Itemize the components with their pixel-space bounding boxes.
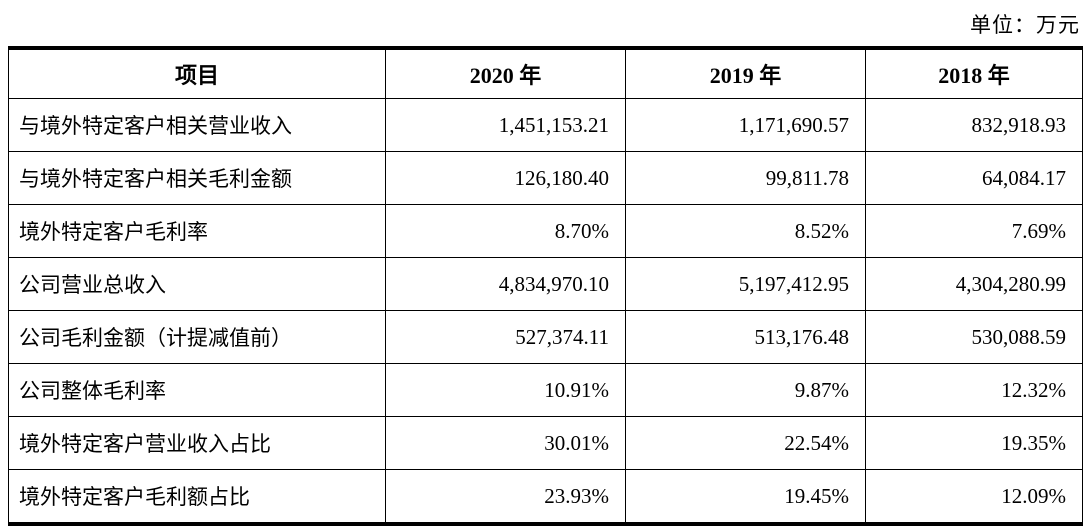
value-2019: 9.87%	[625, 363, 866, 417]
value-2019: 1,171,690.57	[625, 98, 866, 152]
value-2019: 8.52%	[625, 204, 866, 258]
value-2019: 22.54%	[625, 416, 866, 470]
row-label: 公司营业总收入	[8, 257, 386, 311]
value-2019: 19.45%	[625, 469, 866, 525]
unit-label: 单位：万元	[970, 13, 1080, 37]
value-2018: 64,084.17	[865, 151, 1083, 205]
row-label: 与境外特定客户相关营业收入	[8, 98, 386, 152]
header-cell-year-2020: 2020 年	[385, 47, 626, 99]
value-2018: 832,918.93	[865, 98, 1083, 152]
table-row: 公司毛利金额（计提减值前） 527,374.11 513,176.48 530,…	[8, 310, 1083, 364]
value-2018: 19.35%	[865, 416, 1083, 470]
header-cell-year-2018: 2018 年	[865, 47, 1083, 99]
table-row: 公司营业总收入 4,834,970.10 5,197,412.95 4,304,…	[8, 257, 1083, 311]
row-label: 境外特定客户毛利率	[8, 204, 386, 258]
table-row: 公司整体毛利率 10.91% 9.87% 12.32%	[8, 363, 1083, 417]
value-2020: 126,180.40	[385, 151, 626, 205]
row-label: 与境外特定客户相关毛利金额	[8, 151, 386, 205]
value-2019: 513,176.48	[625, 310, 866, 364]
table-row: 与境外特定客户相关营业收入 1,451,153.21 1,171,690.57 …	[8, 98, 1083, 152]
row-label: 公司毛利金额（计提减值前）	[8, 310, 386, 364]
header-cell-year-2019: 2019 年	[625, 47, 866, 99]
value-2018: 7.69%	[865, 204, 1083, 258]
value-2018: 12.32%	[865, 363, 1083, 417]
table-row: 境外特定客户毛利率 8.70% 8.52% 7.69%	[8, 204, 1083, 258]
value-2020: 527,374.11	[385, 310, 626, 364]
table-row: 境外特定客户毛利额占比 23.93% 19.45% 12.09%	[8, 469, 1083, 525]
value-2020: 23.93%	[385, 469, 626, 525]
financial-metrics-table: 项目 2020 年 2019 年 2018 年 与境外特定客户相关营业收入 1,…	[8, 46, 1083, 526]
value-2020: 1,451,153.21	[385, 98, 626, 152]
value-2020: 8.70%	[385, 204, 626, 258]
value-2020: 4,834,970.10	[385, 257, 626, 311]
table-header-row: 项目 2020 年 2019 年 2018 年	[8, 47, 1083, 99]
value-2018: 12.09%	[865, 469, 1083, 525]
value-2019: 5,197,412.95	[625, 257, 866, 311]
value-2020: 10.91%	[385, 363, 626, 417]
value-2018: 4,304,280.99	[865, 257, 1083, 311]
row-label: 境外特定客户毛利额占比	[8, 469, 386, 525]
row-label: 境外特定客户营业收入占比	[8, 416, 386, 470]
table-row: 与境外特定客户相关毛利金额 126,180.40 99,811.78 64,08…	[8, 151, 1083, 205]
row-label: 公司整体毛利率	[8, 363, 386, 417]
value-2018: 530,088.59	[865, 310, 1083, 364]
value-2020: 30.01%	[385, 416, 626, 470]
table-row: 境外特定客户营业收入占比 30.01% 22.54% 19.35%	[8, 416, 1083, 470]
header-cell-item: 项目	[8, 47, 386, 99]
value-2019: 99,811.78	[625, 151, 866, 205]
